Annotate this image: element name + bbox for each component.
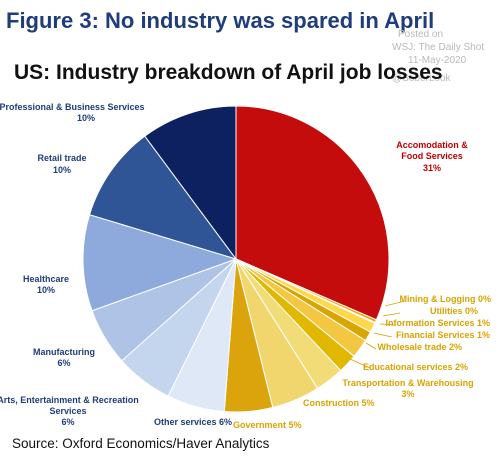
pie-slice-accomodation-and-food-services: [235, 105, 390, 321]
figure-title: Figure 3: No industry was spared in Apri…: [6, 8, 435, 33]
leader-line-educational-services: [349, 358, 371, 369]
leader-line-information-services: [379, 323, 397, 326]
label-leader-lines: [349, 300, 406, 369]
pie-label-other-services: Other services 6%: [154, 417, 232, 427]
pie-label-retail-trade: Retail trade 10%: [37, 153, 86, 175]
pie-label-manufacturing: Manufacturing 6%: [33, 347, 95, 368]
pie-label-accomodation-and-food-services: Accomodation & Food Services 31%: [396, 140, 468, 173]
source-note: Source: Oxford Economics/Haver Analytics: [12, 436, 270, 451]
pie-label-wholesale-trade: Wholesale trade 2%: [377, 342, 462, 352]
pie-label-construction: Construction 5%: [303, 398, 375, 408]
pie-slice-retail-trade: [88, 135, 238, 260]
watermark-posted-on: Posted on: [398, 29, 444, 40]
leader-line-mining-and-logging: [384, 300, 406, 307]
pie-label-arts-entertainment-and-recreation-services: Arts, Entertainment & Recreation Services…: [0, 395, 139, 427]
pie-label-utilities: Utilities 0%: [430, 306, 478, 316]
leader-line-financial-services: [373, 332, 393, 338]
watermark-date: 11-May-2020: [408, 55, 467, 66]
watermark-handle: @SoberLook: [392, 73, 451, 84]
pie-label-professional-and-business-services: Professional & Business Services 10%: [0, 102, 145, 123]
watermark-publisher: WSJ: The Daily Shot: [392, 42, 485, 53]
pie-label-healthcare: Healthcare 10%: [23, 274, 69, 295]
pie-slices: [82, 105, 390, 413]
pie-label-transportation-and-warehousing: Transportation & Warehousing 3%: [342, 378, 473, 399]
pie-label-mining-and-logging: Mining & Logging 0%: [400, 294, 492, 304]
chart-title: US: Industry breakdown of April job loss…: [14, 61, 443, 84]
pie-label-information-services: Information Services 1%: [385, 318, 490, 328]
pie-labels: Accomodation & Food Services 31% Mining & L…: [0, 102, 491, 430]
pie-label-educational-services: Educational services 2%: [363, 362, 468, 372]
pie-slice-professional-and-business-services: [144, 105, 237, 261]
leader-line-utilities: [382, 312, 401, 317]
pie-slice-healthcare: [82, 214, 238, 312]
pie-label-financial-services: Financial Services 1%: [396, 330, 490, 340]
leader-line-wholesale-trade: [365, 342, 377, 350]
pie-label-government: Government 5%: [233, 420, 302, 430]
